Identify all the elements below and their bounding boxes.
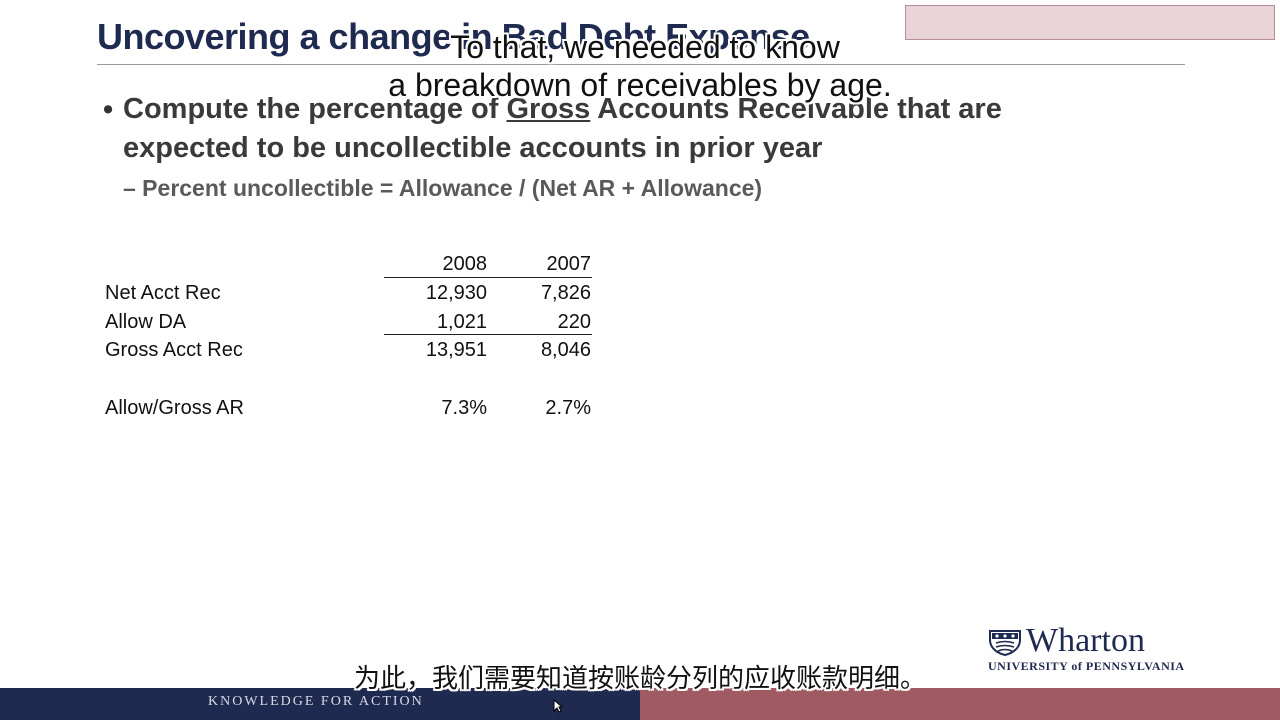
- footer-bar-left: [0, 688, 640, 720]
- header-underline: [384, 277, 592, 278]
- cell-gross-acct-rec-2007: 8,046: [540, 339, 591, 361]
- row-label-gross-acct-rec: Gross Acct Rec: [105, 339, 243, 361]
- bullet-dot: •: [103, 94, 114, 126]
- bullet-text-pre: Compute the percentage of: [123, 93, 507, 125]
- row-label-allow-da: Allow DA: [105, 311, 187, 333]
- caption-english-line1: To that, we needed to know: [450, 29, 840, 65]
- caption-english-line2: a breakdown of receivables by age.: [388, 67, 892, 103]
- cell-allow-da-2007: 220: [557, 311, 591, 333]
- logo-name: Wharton: [1026, 622, 1145, 659]
- sub-bullet: – Percent uncollectible = Allowance / (N…: [123, 175, 763, 201]
- title-divider: [97, 64, 1185, 65]
- footer-tagline: KNOWLEDGE FOR ACTION: [208, 694, 424, 709]
- sum-underline: [384, 334, 592, 335]
- wharton-logo: Wharton UNIVERSITY of PENNSYLVANIA: [988, 622, 1193, 673]
- row-label-allow-gross-ar: Allow/Gross AR: [105, 397, 244, 419]
- bullet-text-post: Accounts Receivable that are expected to…: [123, 93, 1002, 164]
- footer-bar-right: [640, 688, 1280, 720]
- col-header-2007: 2007: [546, 253, 592, 275]
- slide-title: Uncovering a change in Bad Debt Expense: [97, 16, 810, 57]
- cell-net-acct-rec-2008: 12,930: [425, 282, 487, 304]
- caption-chinese: 为此，我们需要知道按账龄分列的应收账款明细。: [353, 663, 926, 693]
- row-label-net-acct-rec: Net Acct Rec: [105, 282, 221, 304]
- cell-allow-gross-ar-2008: 7.3%: [441, 397, 487, 419]
- col-header-2008: 2008: [442, 253, 488, 275]
- bullet-text-underlined: Gross: [506, 93, 591, 125]
- cell-allow-da-2008: 1,021: [436, 311, 487, 333]
- logo-subtitle: UNIVERSITY of PENNSYLVANIA: [988, 659, 1185, 673]
- penn-shield-icon: [989, 630, 1021, 656]
- cell-allow-gross-ar-2007: 2.7%: [545, 397, 591, 419]
- top-banner-box: [905, 5, 1275, 40]
- cell-gross-acct-rec-2008: 13,951: [425, 339, 487, 361]
- mouse-pointer-icon: [553, 699, 563, 713]
- cell-net-acct-rec-2007: 7,826: [540, 282, 591, 304]
- bullet-text: Compute the percentage of Gross Accounts…: [123, 90, 1123, 168]
